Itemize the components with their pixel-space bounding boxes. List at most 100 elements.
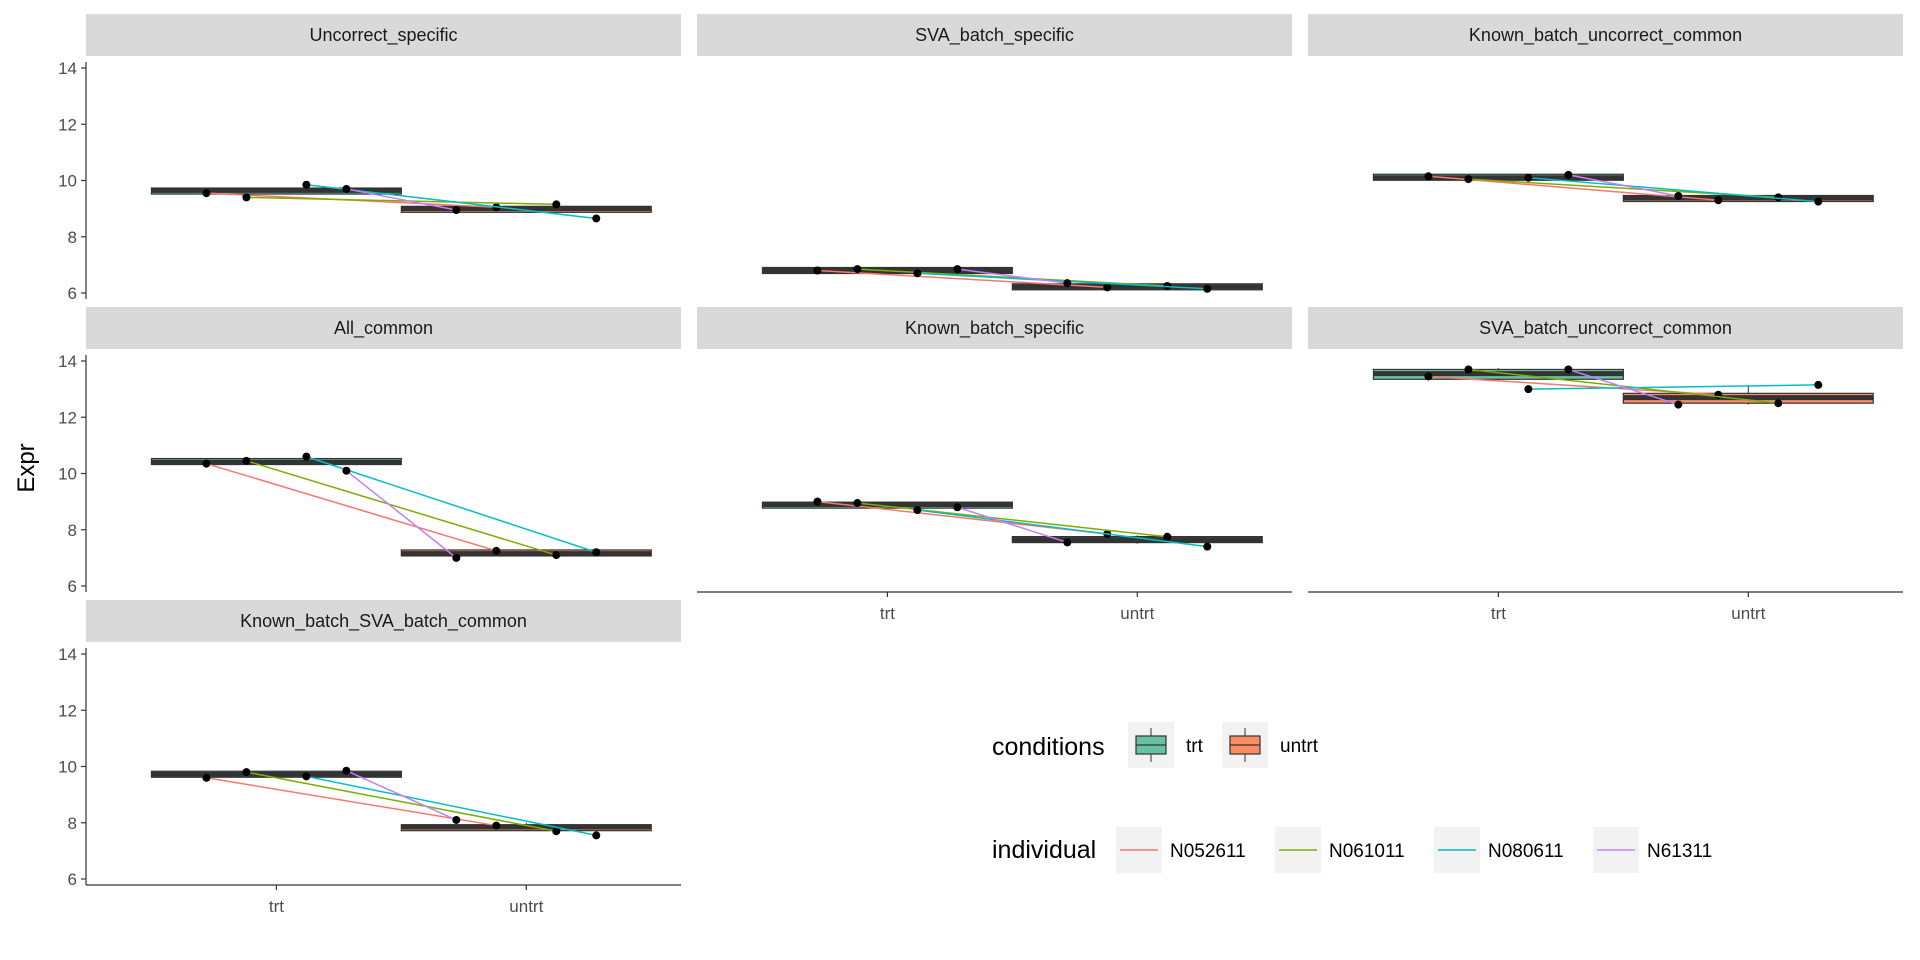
individual-line xyxy=(246,460,557,556)
data-point xyxy=(1203,284,1212,293)
data-point xyxy=(913,506,922,515)
data-point xyxy=(452,553,461,562)
data-point xyxy=(592,548,601,557)
facet-panel: Known_batch_uncorrect_common xyxy=(1308,14,1903,206)
individual-line xyxy=(345,470,457,559)
y-tick-label: 14 xyxy=(58,59,77,78)
facet-strip-label: SVA_batch_uncorrect_common xyxy=(1479,318,1732,339)
individual-line xyxy=(957,268,1068,284)
facet-strip xyxy=(1308,307,1903,349)
legend-key-trt xyxy=(1128,722,1174,768)
individual-line xyxy=(1528,384,1819,390)
x-tick-label: trt xyxy=(1491,604,1506,623)
x-tick-label: untrt xyxy=(1731,604,1765,623)
data-point xyxy=(953,265,962,274)
data-point xyxy=(1564,365,1573,374)
y-tick-label: 6 xyxy=(68,870,77,889)
data-point xyxy=(1774,193,1783,202)
data-point xyxy=(202,459,211,468)
y-tick-label: 12 xyxy=(58,115,77,134)
legend-label-N080611: N080611 xyxy=(1488,841,1564,862)
x-tick-label: untrt xyxy=(509,897,543,916)
facet-strip xyxy=(697,14,1292,56)
facet-strip xyxy=(86,307,681,349)
data-point xyxy=(492,821,501,830)
data-point xyxy=(1203,542,1212,551)
facet-strip-label: Known_batch_SVA_batch_common xyxy=(240,611,527,632)
data-point xyxy=(202,773,211,782)
data-point xyxy=(342,184,351,193)
y-tick-label: 8 xyxy=(68,521,77,540)
individual-line xyxy=(817,269,1108,289)
data-point xyxy=(452,815,461,824)
legend-title-conditions: conditions xyxy=(992,733,1105,761)
data-point xyxy=(592,214,601,223)
x-tick-label: untrt xyxy=(1120,604,1154,623)
individual-line xyxy=(246,771,557,832)
data-point xyxy=(1524,385,1533,394)
data-point xyxy=(552,200,561,209)
legend-title-individual: individual xyxy=(992,836,1096,864)
y-tick-label: 14 xyxy=(58,645,77,664)
individual-line xyxy=(1568,368,1679,406)
data-point xyxy=(853,499,862,508)
legend-key-untrt xyxy=(1222,722,1268,768)
facet-panel: All_common 6 8 10 12 14 xyxy=(58,307,681,596)
individual-line xyxy=(306,455,597,553)
data-point xyxy=(202,189,211,198)
y-tick-label: 8 xyxy=(68,814,77,833)
data-point xyxy=(1714,196,1723,205)
y-tick-label: 10 xyxy=(58,758,77,777)
data-point xyxy=(953,503,962,512)
individual-line xyxy=(1528,176,1819,203)
data-point xyxy=(813,266,822,275)
x-tick-label: trt xyxy=(269,897,284,916)
legend-label-N061011: N061011 xyxy=(1329,841,1405,862)
y-tick-label: 6 xyxy=(68,577,77,596)
data-point xyxy=(1063,538,1072,547)
facet-strip xyxy=(86,14,681,56)
individual-line xyxy=(346,188,457,211)
data-point xyxy=(452,206,461,215)
data-point xyxy=(1464,175,1473,184)
individual-line xyxy=(957,506,1068,544)
y-tick-label: 12 xyxy=(58,701,77,720)
data-point xyxy=(1674,400,1683,409)
data-point xyxy=(242,456,251,465)
y-tick-label: 10 xyxy=(58,465,77,484)
y-tick-label: 14 xyxy=(58,352,77,371)
data-point xyxy=(302,772,311,781)
y-tick-label: 8 xyxy=(68,228,77,247)
data-point xyxy=(1464,365,1473,374)
data-point xyxy=(1424,172,1433,181)
data-point xyxy=(913,269,922,278)
facet-strip-label: Known_batch_uncorrect_common xyxy=(1469,25,1742,46)
data-point xyxy=(1103,283,1112,292)
facet-panel: Uncorrect_specific 6 8 10 12 14 xyxy=(58,14,681,303)
facet-strip-label: Known_batch_specific xyxy=(905,318,1084,339)
legend-group: conditions trt untrt individual N052611 N0610… xyxy=(992,722,1712,873)
facet-panel: Known_batch_SVA_batch_common 6 8 10 12 14 trt u… xyxy=(58,600,681,916)
y-axis-title: Expr xyxy=(13,443,40,492)
y-tick-label: 6 xyxy=(68,284,77,303)
facet-strip xyxy=(86,600,681,642)
legend-label-untrt: untrt xyxy=(1280,736,1319,757)
individual-line xyxy=(206,462,497,552)
individual-line xyxy=(917,272,1208,290)
facet-strip xyxy=(697,307,1292,349)
data-point xyxy=(552,827,561,836)
facet-strip xyxy=(1308,14,1903,56)
data-point xyxy=(1814,197,1823,206)
data-point xyxy=(1564,170,1573,179)
data-point xyxy=(1163,532,1172,541)
data-point xyxy=(492,546,501,555)
legend-label-N052611: N052611 xyxy=(1170,841,1246,862)
data-point xyxy=(302,180,311,189)
individual-line xyxy=(246,196,557,206)
data-point xyxy=(592,831,601,840)
legend-label-N61311: N61311 xyxy=(1647,841,1712,862)
facet-panel: SVA_batch_specific xyxy=(697,14,1292,293)
x-tick-label: trt xyxy=(880,604,895,623)
